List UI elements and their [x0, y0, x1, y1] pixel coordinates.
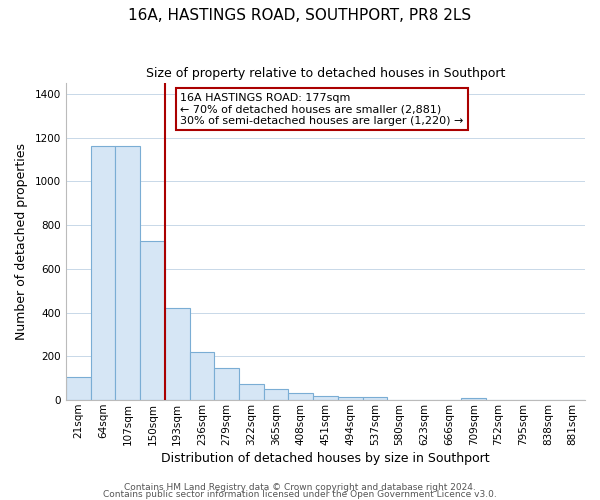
- Title: Size of property relative to detached houses in Southport: Size of property relative to detached ho…: [146, 68, 505, 80]
- Text: Contains HM Land Registry data © Crown copyright and database right 2024.: Contains HM Land Registry data © Crown c…: [124, 484, 476, 492]
- Bar: [140, 240, 165, 400]
- Bar: [313, 396, 338, 400]
- Bar: [239, 384, 264, 400]
- Bar: [115, 146, 140, 400]
- Bar: [362, 397, 388, 400]
- Bar: [289, 393, 313, 400]
- Bar: [165, 308, 190, 400]
- Text: 16A HASTINGS ROAD: 177sqm
← 70% of detached houses are smaller (2,881)
30% of se: 16A HASTINGS ROAD: 177sqm ← 70% of detac…: [180, 92, 464, 126]
- Bar: [264, 389, 289, 400]
- Y-axis label: Number of detached properties: Number of detached properties: [15, 143, 28, 340]
- Bar: [91, 146, 115, 400]
- Bar: [214, 368, 239, 400]
- Bar: [461, 398, 486, 400]
- Bar: [338, 397, 362, 400]
- Bar: [190, 352, 214, 400]
- Text: 16A, HASTINGS ROAD, SOUTHPORT, PR8 2LS: 16A, HASTINGS ROAD, SOUTHPORT, PR8 2LS: [128, 8, 472, 22]
- Text: Contains public sector information licensed under the Open Government Licence v3: Contains public sector information licen…: [103, 490, 497, 499]
- Bar: [66, 377, 91, 400]
- X-axis label: Distribution of detached houses by size in Southport: Distribution of detached houses by size …: [161, 452, 490, 465]
